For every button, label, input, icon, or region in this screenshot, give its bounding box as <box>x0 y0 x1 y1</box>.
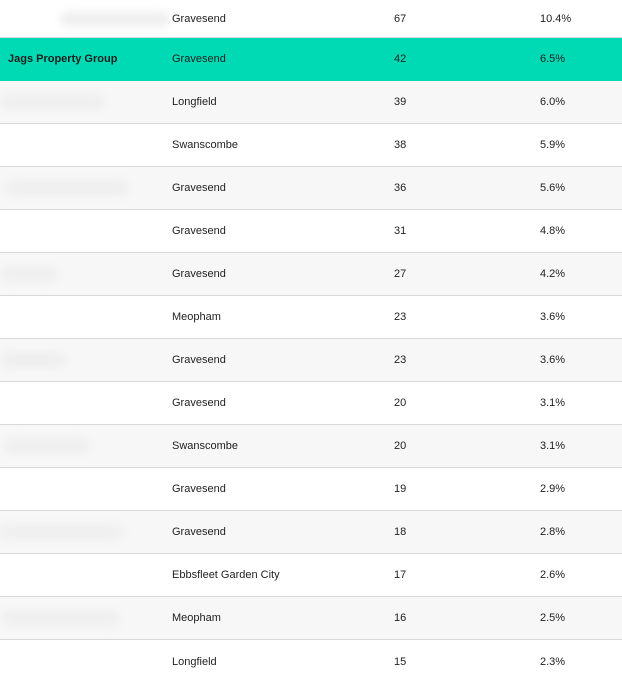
listing-count-cell: 18 <box>394 526 407 538</box>
location-cell: Gravesend <box>172 397 226 409</box>
redacted-agent-name <box>0 352 66 368</box>
listing-count-cell: 20 <box>394 397 407 409</box>
listing-count-cell: 19 <box>394 483 407 495</box>
table-row[interactable]: Gravesend 67 10.4% <box>0 0 622 38</box>
market-share-cell: 4.2% <box>540 268 566 280</box>
location-cell: Gravesend <box>172 483 226 495</box>
listing-count-cell: 42 <box>394 53 407 65</box>
market-share-cell: 10.4% <box>540 12 572 25</box>
market-share-cell: 5.6% <box>540 182 566 194</box>
table-row[interactable]: Gravesend 36 5.6% <box>0 167 622 210</box>
listing-count-cell: 23 <box>394 311 407 323</box>
table-row[interactable]: Meopham 16 2.5% <box>0 597 622 640</box>
market-share-cell: 6.5% <box>540 53 566 65</box>
table-row[interactable]: Gravesend 31 4.8% <box>0 210 622 253</box>
location-cell: Swanscombe <box>172 139 239 151</box>
table-row[interactable]: Swanscombe 20 3.1% <box>0 425 622 468</box>
location-cell: Gravesend <box>172 225 226 237</box>
market-share-cell: 2.5% <box>540 612 566 624</box>
market-share-cell: 6.0% <box>540 96 566 108</box>
listing-count-cell: 27 <box>394 268 407 280</box>
table-row[interactable]: Meopham 23 3.6% <box>0 296 622 339</box>
redacted-agent-name <box>0 94 105 110</box>
location-cell: Meopham <box>172 612 221 624</box>
listing-count-cell: 23 <box>394 354 407 366</box>
agent-name: Jags Property Group <box>8 53 118 65</box>
market-share-cell: 3.1% <box>540 397 566 409</box>
table-row[interactable]: Gravesend 20 3.1% <box>0 382 622 425</box>
market-share-cell: 2.8% <box>540 526 566 538</box>
location-cell: Ebbsfleet Garden City <box>172 569 280 581</box>
redacted-agent-name <box>0 524 124 540</box>
table-row[interactable]: Gravesend 19 2.9% <box>0 468 622 511</box>
listing-count-cell: 31 <box>394 225 407 237</box>
location-cell: Gravesend <box>172 354 226 366</box>
location-cell: Gravesend <box>172 182 226 194</box>
listing-count-cell: 17 <box>394 569 407 581</box>
table-row-highlighted[interactable]: Jags Property Group Gravesend 42 6.5% <box>0 38 622 81</box>
location-cell: Gravesend <box>172 12 226 25</box>
location-cell: Gravesend <box>172 53 226 65</box>
market-share-cell: 5.9% <box>540 139 566 151</box>
listing-count-cell: 36 <box>394 182 407 194</box>
market-share-cell: 4.8% <box>540 225 566 237</box>
location-cell: Gravesend <box>172 268 226 280</box>
market-share-cell: 3.6% <box>540 354 566 366</box>
redacted-agent-name <box>2 610 120 626</box>
listing-count-cell: 38 <box>394 139 407 151</box>
location-cell: Longfield <box>172 655 217 668</box>
redacted-agent-name <box>4 438 90 454</box>
table-row[interactable]: Swanscombe 38 5.9% <box>0 124 622 167</box>
table-row[interactable]: Gravesend 27 4.2% <box>0 253 622 296</box>
table-row[interactable]: Gravesend 23 3.6% <box>0 339 622 382</box>
location-cell: Swanscombe <box>172 440 239 452</box>
table-row[interactable]: Longfield 15 2.3% <box>0 640 622 683</box>
listing-count-cell: 16 <box>394 612 407 624</box>
table-row[interactable]: Longfield 39 6.0% <box>0 81 622 124</box>
listing-count-cell: 39 <box>394 96 407 108</box>
listing-count-cell: 67 <box>394 12 407 25</box>
market-share-cell: 3.6% <box>540 311 566 323</box>
table-row[interactable]: Gravesend 18 2.8% <box>0 511 622 554</box>
location-cell: Longfield <box>172 96 217 108</box>
redacted-agent-name <box>0 266 58 282</box>
location-cell: Gravesend <box>172 526 226 538</box>
listing-count-cell: 20 <box>394 440 407 452</box>
market-share-cell: 2.6% <box>540 569 566 581</box>
redacted-agent-name <box>4 180 129 196</box>
market-share-cell: 3.1% <box>540 440 566 452</box>
table-row[interactable]: Ebbsfleet Garden City 17 2.6% <box>0 554 622 597</box>
listing-count-cell: 15 <box>394 655 407 668</box>
location-cell: Meopham <box>172 311 221 323</box>
market-share-cell: 2.3% <box>540 655 566 668</box>
market-share-cell: 2.9% <box>540 483 566 495</box>
redacted-agent-name <box>60 10 170 27</box>
